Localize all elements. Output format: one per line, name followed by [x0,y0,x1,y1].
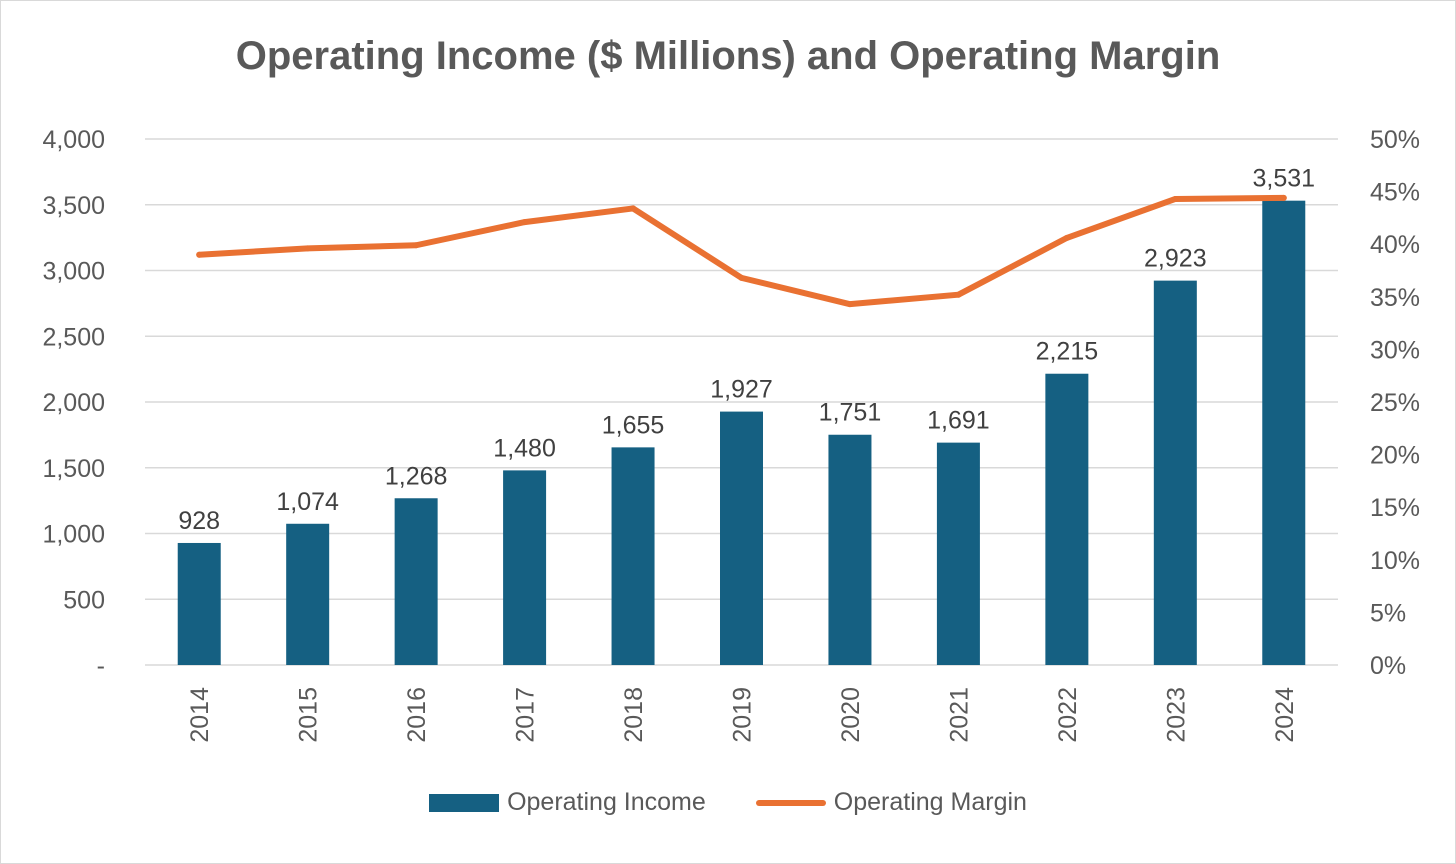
x-tick-label-2016: 2016 [403,687,431,743]
x-tick-label-2024: 2024 [1271,687,1299,743]
operating-margin-line [196,194,1287,308]
margin-point-2015 [304,245,311,252]
bar-label-2022: 2,215 [1036,338,1099,366]
margin-point-2024 [1280,194,1287,201]
bar-2021 [936,442,980,665]
bar-2016 [394,498,438,665]
bar-2022 [1045,373,1089,665]
bar-label-2017: 1,480 [493,434,556,462]
chart-title: Operating Income ($ Millions) and Operat… [235,34,1221,78]
y-left-tick-label-3: 1,500 [42,455,105,483]
y-left-tick-label-1: 500 [63,586,105,614]
y-right-tick-label-1: 5% [1370,599,1406,627]
bar-label-2019: 1,927 [710,376,773,404]
bar-2018 [611,447,655,665]
bar-label-2014: 928 [178,507,220,535]
legend-label-operating-margin: Operating Margin [833,788,1027,816]
legend-swatch-operating-margin [755,799,826,806]
margin-point-2018 [630,205,637,212]
y-right-tick-label-9: 45% [1370,179,1420,207]
legend: Operating Income Operating Margin [0,788,1456,817]
y-left-tick-label-5: 2,500 [42,323,105,351]
margin-point-2016 [413,242,420,249]
legend-swatch-operating-income [429,793,500,812]
y-left-tick-label-2: 1,000 [42,521,105,549]
y-right-tick-label-3: 15% [1370,494,1420,522]
y-left-tick-label-0: - [97,652,105,680]
margin-point-2017 [521,219,528,226]
margin-point-2021 [955,291,962,298]
y-right-tick-label-8: 40% [1370,231,1420,259]
bar-2017 [503,470,547,665]
x-tick-label-2021: 2021 [945,687,973,743]
y-left-tick-label-6: 3,000 [42,258,105,286]
legend-item-operating-margin: Operating Margin [755,788,1027,817]
legend-label-operating-income: Operating Income [507,788,706,816]
y-left-tick-label-4: 2,000 [42,389,105,417]
y-right-tick-label-10: 50% [1370,126,1420,154]
x-tick-label-2020: 2020 [837,687,865,743]
bar-label-2020: 1,751 [819,399,882,427]
bar-label-2024: 3,531 [1252,165,1315,193]
y-right-tick-label-0: 0% [1370,652,1406,680]
x-tick-label-2014: 2014 [186,687,214,743]
bar-label-2015: 1,074 [276,488,339,516]
margin-point-2014 [196,251,203,258]
bar-2015 [286,523,330,665]
y-right-tick-label-7: 35% [1370,284,1420,312]
bar-label-2018: 1,655 [602,411,665,439]
x-tick-label-2015: 2015 [295,687,323,743]
x-tick-label-2017: 2017 [512,687,540,743]
bar-2023 [1153,280,1197,665]
bar-label-2016: 1,268 [385,462,448,490]
bar-label-2021: 1,691 [927,407,990,435]
y-right-tick-label-4: 20% [1370,442,1420,470]
margin-point-2022 [1063,234,1070,241]
y-right-tick-label-2: 10% [1370,547,1420,575]
bar-2014 [177,542,221,665]
bar-label-2023: 2,923 [1144,245,1207,273]
bar-2019 [720,411,763,665]
y-left-tick-label-8: 4,000 [42,126,105,154]
x-tick-label-2018: 2018 [620,687,648,743]
legend-item-operating-income: Operating Income [429,788,706,817]
x-tick-label-2019: 2019 [729,687,757,743]
margin-point-2019 [738,274,745,281]
y-right-tick-label-6: 30% [1370,336,1420,364]
bar-2020 [828,434,872,665]
x-tick-label-2023: 2023 [1162,687,1190,743]
y-right-tick-label-5: 25% [1370,389,1420,417]
y-left-tick-label-7: 3,500 [42,192,105,220]
margin-point-2020 [846,301,853,308]
bar-2024 [1262,200,1306,665]
x-tick-label-2022: 2022 [1054,687,1082,743]
margin-point-2023 [1172,195,1179,202]
